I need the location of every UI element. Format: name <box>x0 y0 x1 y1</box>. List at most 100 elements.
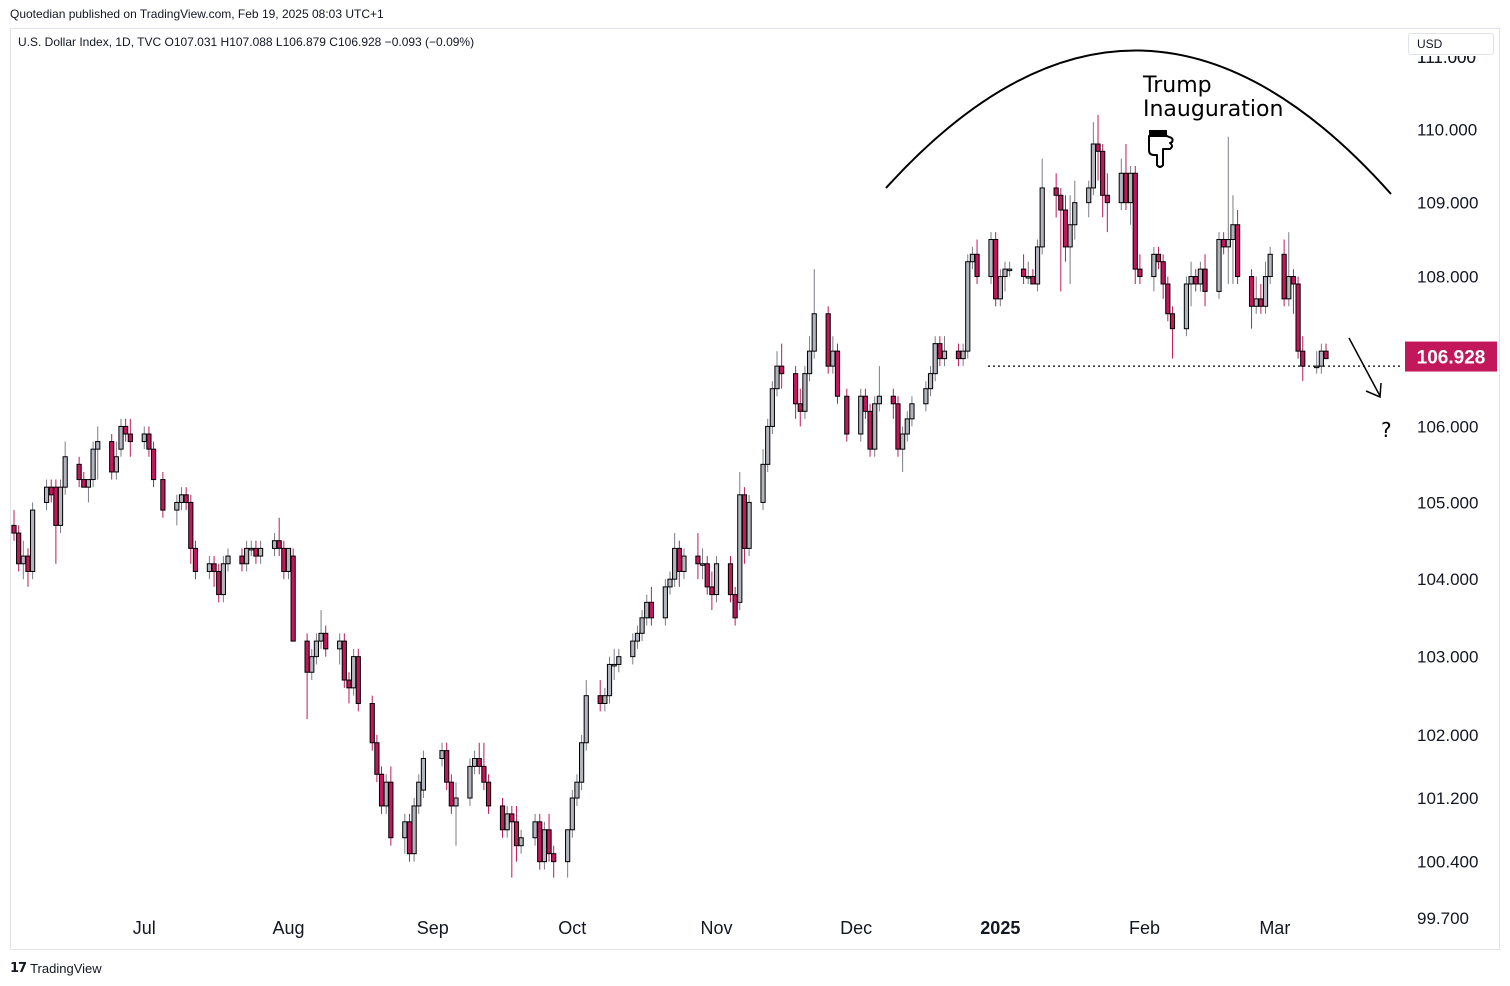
candle-body <box>513 821 520 847</box>
candle-body <box>1151 253 1157 278</box>
candle-body <box>909 403 915 420</box>
time-axis-label: Sep <box>417 918 449 938</box>
candle-body <box>793 373 799 405</box>
candle-body <box>444 750 450 783</box>
candle-body <box>313 640 320 658</box>
candle-body <box>579 742 585 783</box>
candle-body <box>318 632 324 642</box>
candle-body <box>960 350 966 360</box>
candle-body <box>304 640 310 673</box>
candle-body <box>709 586 715 596</box>
price-axis-label: 104.000 <box>1417 570 1478 589</box>
candle-body <box>876 395 882 405</box>
candle-body <box>53 486 59 526</box>
publisher-caption: Quotedian published on TradingView.com, … <box>10 7 384 21</box>
candle-body <box>1230 224 1236 241</box>
candle-body <box>634 632 641 642</box>
candle-body <box>388 781 394 839</box>
candle-body <box>48 486 54 496</box>
candle-body <box>448 781 454 807</box>
time-axis-label: 2025 <box>980 918 1020 938</box>
price-axis-label: 105.000 <box>1417 493 1478 512</box>
candle-body <box>113 456 119 473</box>
candle-body <box>541 829 547 863</box>
candle-body <box>639 617 645 634</box>
price-axis-label: 108.000 <box>1417 268 1478 287</box>
price-axis-label: 102.000 <box>1417 726 1478 745</box>
candle-body <box>737 494 743 603</box>
candle-body <box>402 821 408 839</box>
price-axis-label: 110.000 <box>1417 120 1477 139</box>
candle-body <box>1258 298 1264 307</box>
candle-body <box>504 813 510 831</box>
candle-body <box>867 410 873 450</box>
candle-body <box>583 695 589 744</box>
candle-body <box>648 601 654 619</box>
candle-body <box>323 632 329 650</box>
candle-body <box>974 253 980 278</box>
candle-body <box>546 829 552 855</box>
candle-body <box>955 350 962 360</box>
price-axis-label: 109.000 <box>1417 194 1478 213</box>
candle-body <box>1067 224 1073 248</box>
candle-body <box>676 547 682 572</box>
candle-body <box>30 509 36 572</box>
candle-body <box>704 563 710 588</box>
candle-body <box>406 821 413 855</box>
time-axis-label: Feb <box>1129 918 1160 938</box>
candle-body <box>95 441 101 450</box>
candle-body <box>411 805 417 855</box>
candle-body <box>1039 187 1045 248</box>
candle-body <box>467 765 473 799</box>
candle-body <box>188 501 194 549</box>
candle-body <box>471 758 478 767</box>
candle-body <box>681 555 687 572</box>
candle-body <box>732 594 738 619</box>
currency-badge[interactable]: USD <box>1408 33 1494 55</box>
annotation-question: ? <box>1381 418 1392 442</box>
candle-body <box>248 547 254 551</box>
candle-body <box>941 350 948 360</box>
candle-body <box>1267 253 1273 278</box>
candle-body <box>1169 313 1176 330</box>
candle-body <box>834 350 841 397</box>
candle-body <box>1262 276 1269 307</box>
candle-body <box>90 448 96 481</box>
candle-body <box>11 524 17 534</box>
candle-body <box>644 601 650 619</box>
chart-frame[interactable] <box>10 28 1500 950</box>
candle-body <box>1318 350 1324 367</box>
candle-body <box>369 702 375 744</box>
candle-body <box>1118 172 1124 204</box>
price-axis-label: 101.200 <box>1417 789 1478 808</box>
candle-body <box>713 563 720 596</box>
time-axis-label: Dec <box>840 918 872 938</box>
candle-body <box>1058 194 1064 211</box>
candle-body <box>481 765 487 783</box>
candle-body <box>890 395 896 405</box>
candle-body <box>1034 246 1041 285</box>
candle-body <box>20 555 26 565</box>
candle-body <box>727 563 734 596</box>
candle-body <box>309 656 315 673</box>
candle-body <box>611 663 617 667</box>
candle-body <box>239 555 245 565</box>
candle-body <box>699 563 706 566</box>
candle-body <box>146 433 152 450</box>
candle-body <box>1072 202 1078 226</box>
candle-body <box>1323 350 1329 360</box>
candle-body <box>183 494 189 503</box>
candle-body <box>43 486 50 503</box>
footer-brand-label: TradingView <box>30 960 102 976</box>
candle-body <box>569 797 575 831</box>
candle-body <box>1183 283 1190 330</box>
price-axis-label: 103.000 <box>1417 648 1478 667</box>
candle-body <box>211 563 217 572</box>
candle-body <box>257 547 264 557</box>
last-price-label: 106.928 <box>1417 348 1486 369</box>
candle-body <box>923 388 929 405</box>
candle-body <box>695 555 701 565</box>
candle-body <box>378 773 385 807</box>
candle-body <box>895 403 901 450</box>
